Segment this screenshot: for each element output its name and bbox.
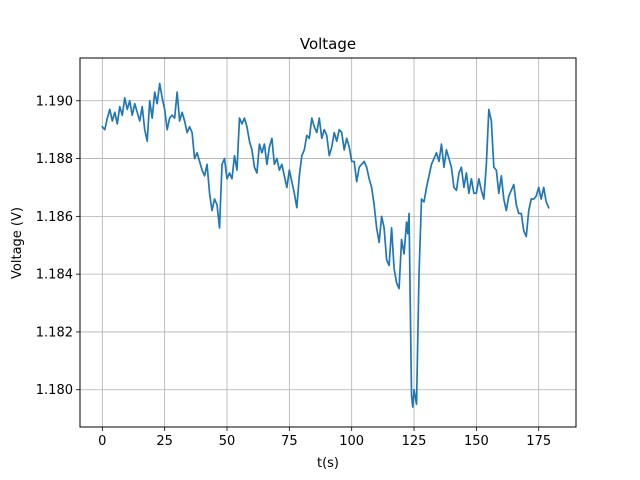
y-tick-label: 1.184 — [36, 268, 73, 283]
series-line-voltage — [101, 82, 550, 408]
y-axis-title: Voltage (V) — [10, 207, 25, 279]
x-tick-label: 100 — [339, 434, 364, 449]
x-tick-label: 125 — [402, 434, 427, 449]
y-tick-label: 1.182 — [36, 325, 73, 340]
y-tick-label: 1.186 — [36, 210, 73, 225]
plot-area — [101, 82, 550, 408]
axes-frame — [79, 57, 577, 428]
y-tick-label: 1.188 — [36, 152, 73, 167]
ticks: 0 25 50 75 100 125 150 175 1.180 1.182 1.184 1.186 1… — [36, 94, 551, 449]
x-tick-label: 150 — [464, 434, 489, 449]
x-tick-label: 0 — [98, 434, 106, 449]
y-tick-label: 1.190 — [36, 94, 73, 109]
chart-title: Voltage — [300, 35, 356, 53]
y-tick-label: 1.180 — [36, 383, 73, 398]
x-tick-label: 75 — [281, 434, 298, 449]
x-tick-label: 50 — [219, 434, 236, 449]
x-tick-label: 25 — [156, 434, 173, 449]
x-tick-label: 175 — [526, 434, 551, 449]
x-axis-title: t(s) — [317, 456, 339, 471]
